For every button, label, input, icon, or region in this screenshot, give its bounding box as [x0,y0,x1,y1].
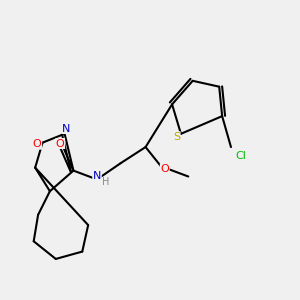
Text: O: O [56,139,64,148]
Text: H: H [102,177,110,188]
Text: N: N [62,124,70,134]
Text: S: S [173,132,180,142]
Text: O: O [160,164,169,174]
Text: N: N [93,171,101,181]
Text: O: O [33,139,42,149]
Text: Cl: Cl [236,151,247,161]
